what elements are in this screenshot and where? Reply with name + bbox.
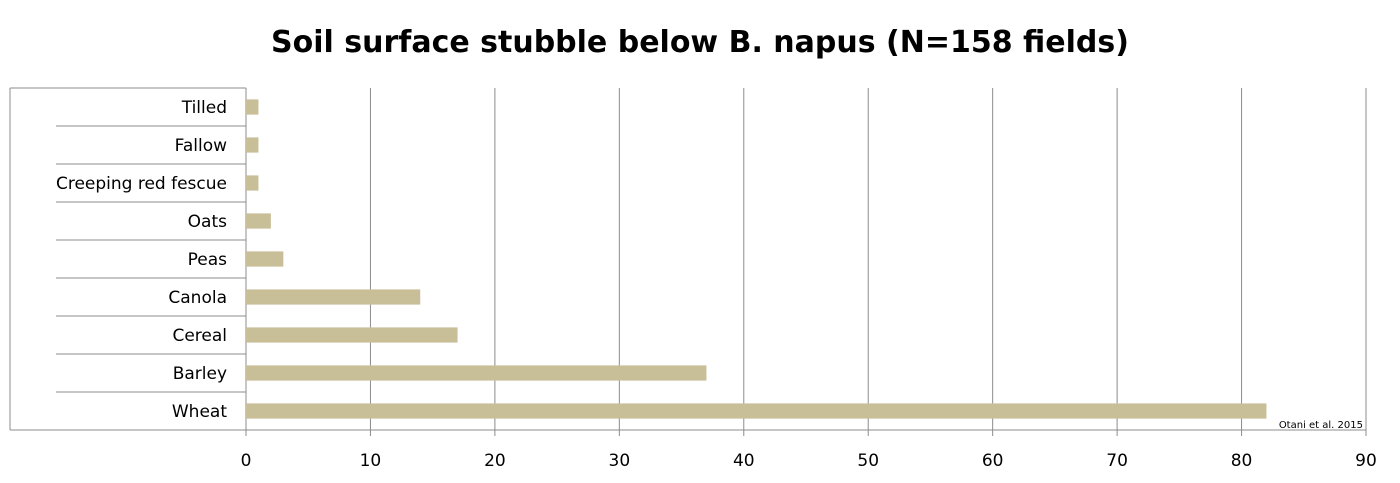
bar-oats bbox=[246, 213, 271, 229]
bar-fallow bbox=[246, 137, 259, 153]
category-label: Canola bbox=[168, 288, 227, 308]
source-annotation: Otani et al. 2015 bbox=[1279, 420, 1363, 431]
category-label: Peas bbox=[188, 250, 228, 270]
category-label: Tilled bbox=[181, 98, 227, 118]
tick-label: 60 bbox=[982, 451, 1004, 471]
category-label: Fallow bbox=[175, 136, 227, 156]
gridlines bbox=[369, 88, 1367, 430]
category-label: Oats bbox=[188, 212, 227, 232]
tick-label: 0 bbox=[241, 451, 252, 471]
bar-tilled bbox=[246, 99, 259, 115]
tick-label: 40 bbox=[733, 451, 755, 471]
tick-label: 10 bbox=[360, 451, 382, 471]
category-label: Creeping red fescue bbox=[56, 174, 227, 194]
tick-label: 70 bbox=[1106, 451, 1128, 471]
category-label: Cereal bbox=[172, 326, 227, 346]
bar-canola bbox=[246, 289, 421, 305]
bar-peas bbox=[246, 251, 284, 267]
category-label: Barley bbox=[173, 364, 227, 384]
bar-wheat bbox=[246, 403, 1267, 419]
tick-label: 30 bbox=[609, 451, 631, 471]
chart-title: Soil surface stubble below B. napus (N=1… bbox=[271, 25, 1129, 60]
tick-label: 20 bbox=[484, 451, 506, 471]
bar-cereal bbox=[246, 327, 458, 343]
category-axis: Tilled Fallow Creeping red fescue Oats Peas C… bbox=[9, 87, 1366, 436]
tick-label: 90 bbox=[1355, 451, 1377, 471]
tick-label: 80 bbox=[1231, 451, 1253, 471]
category-label: Wheat bbox=[172, 402, 227, 422]
value-axis: 0 10 20 30 40 50 60 70 80 90 bbox=[241, 430, 1377, 471]
bars bbox=[246, 99, 1267, 419]
bar-barley bbox=[246, 365, 707, 381]
tick-label: 50 bbox=[857, 451, 879, 471]
bar-creeping-red-fescue bbox=[246, 175, 259, 191]
